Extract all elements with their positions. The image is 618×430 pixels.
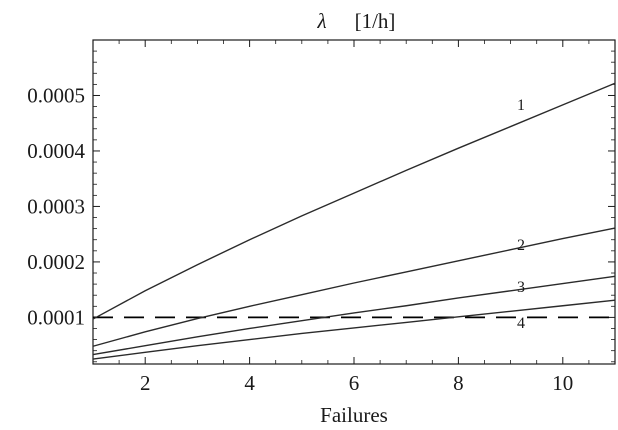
chart-title-unit: [1/h] <box>355 9 396 33</box>
x-tick-label: 8 <box>453 371 464 395</box>
y-axis-ticks: 0.0001 0.0002 0.0003 0.0004 0.0005 <box>27 39 615 363</box>
series-layer <box>92 82 616 360</box>
series-label-2: 2 <box>517 237 525 254</box>
chart-title-symbol: λ <box>316 9 326 33</box>
series-label-4: 4 <box>517 315 525 332</box>
plot-frame <box>92 39 616 365</box>
x-axis-ticks: 2 4 6 8 10 <box>92 40 616 395</box>
series-line-2 <box>92 227 616 347</box>
series-line-3 <box>92 275 616 356</box>
y-tick-label: 0.0001 <box>27 305 85 329</box>
series-labels: 1 2 3 4 <box>517 97 525 332</box>
series-line-1 <box>92 82 616 320</box>
x-tick-label: 10 <box>552 371 573 395</box>
x-tick-label: 2 <box>140 371 151 395</box>
y-tick-label: 0.0005 <box>27 83 85 107</box>
y-tick-label: 0.0002 <box>27 250 85 274</box>
x-tick-label: 4 <box>244 371 255 395</box>
chart-title: λ [1/h] <box>316 9 395 33</box>
x-tick-label: 6 <box>349 371 360 395</box>
series-line-4 <box>92 299 616 360</box>
y-tick-label: 0.0003 <box>27 194 85 218</box>
series-label-1: 1 <box>517 97 525 114</box>
y-tick-label: 0.0004 <box>27 139 85 163</box>
x-axis-label: Failures <box>320 403 388 427</box>
series-label-3: 3 <box>517 279 525 296</box>
